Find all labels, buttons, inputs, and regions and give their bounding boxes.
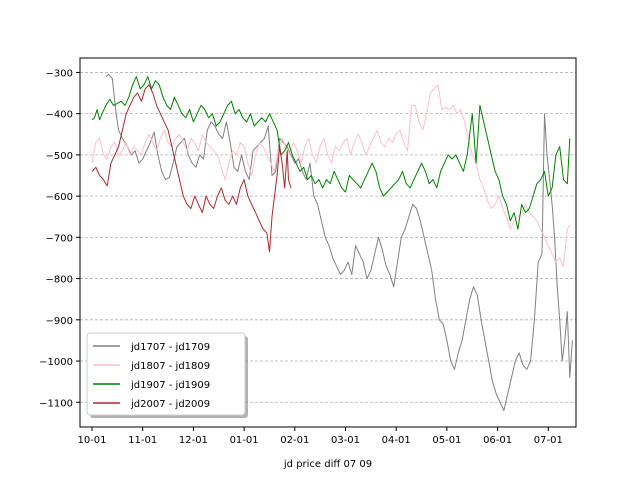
x-tick-label: 04-01 [382, 435, 411, 446]
y-tick-label: −500 [46, 151, 73, 162]
legend-box [86, 332, 246, 416]
legend-items: jd1707 - jd1709 jd1807 - jd1809 jd1907 - j… [93, 342, 210, 410]
x-tick-label: 05-01 [432, 435, 461, 446]
y-tick-label: −700 [46, 233, 73, 244]
legend-label: jd1807 - jd1809 [130, 361, 210, 372]
x-tick-label: 01-01 [230, 435, 259, 446]
plot-frame [79, 57, 577, 428]
x-axis-label: jd price diff 07 09 [283, 459, 372, 470]
legend-label: jd1707 - jd1709 [130, 342, 210, 353]
x-tick-label: 06-01 [483, 435, 512, 446]
y-tick-label: −1000 [39, 357, 73, 368]
y-tick-label: −600 [46, 192, 73, 203]
x-tick-label: 12-01 [179, 435, 208, 446]
series-line-1 [105, 74, 573, 411]
legend-label: jd2007 - jd2009 [130, 399, 210, 410]
y-tick-label: −400 [46, 110, 73, 121]
x-tick-label: 03-01 [331, 435, 360, 446]
y-tick-label: −300 [46, 68, 73, 79]
x-tick-label: 07-01 [534, 435, 563, 446]
series-line-4 [91, 84, 292, 253]
series-lines [91, 74, 573, 411]
x-axis-ticks: 10-01 11-01 12-01 01-01 02-01 03-01 04-01 05-01… [77, 427, 563, 446]
y-tick-label: −1100 [39, 398, 73, 409]
legend-label: jd1907 - jd1909 [130, 380, 210, 391]
legend: jd1707 - jd1709 jd1807 - jd1809 jd1907 - j… [86, 332, 248, 418]
y-tick-label: −800 [46, 275, 73, 286]
y-axis-ticks: −300 −400 −500 −600 −700 −800 −900 −1000 −1100 [39, 68, 80, 409]
x-tick-label: 10-01 [77, 435, 106, 446]
series-line-3 [91, 76, 571, 230]
x-tick-label: 11-01 [128, 435, 157, 446]
y-tick-label: −900 [46, 316, 73, 327]
x-tick-label: 02-01 [280, 435, 309, 446]
